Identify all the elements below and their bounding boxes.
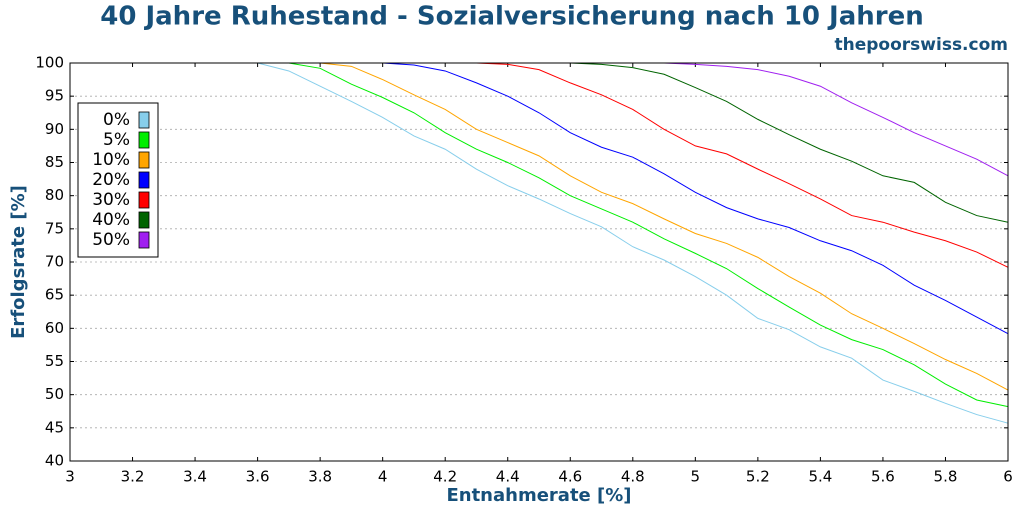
y-tick-label: 45 (45, 418, 64, 436)
y-tick-label: 100 (35, 54, 64, 72)
y-tick-label: 85 (45, 153, 64, 171)
legend-swatch (138, 111, 150, 129)
legend-label: 50% (92, 230, 130, 250)
x-tick-label: 4 (378, 468, 388, 486)
series-line (70, 62, 1009, 424)
legend-label: 30% (92, 190, 130, 210)
legend-label: 20% (92, 170, 130, 190)
x-tick-label: 5.8 (934, 468, 958, 486)
x-tick-label: 4.8 (621, 468, 645, 486)
y-axis-label: Erfolgsrate [%] (8, 185, 29, 339)
legend-swatch (138, 231, 150, 249)
y-tick-label: 75 (45, 219, 64, 237)
y-tick-label: 90 (45, 120, 64, 138)
series-line (70, 62, 1009, 335)
series-line (70, 62, 1009, 391)
legend-label: 10% (92, 150, 130, 170)
x-tick-label: 4.2 (433, 468, 457, 486)
x-tick-label: 6 (1003, 468, 1013, 486)
x-tick-label: 3.6 (246, 468, 270, 486)
y-tick-label: 55 (45, 352, 64, 370)
y-tick-label: 50 (45, 385, 64, 403)
x-tick-label: 4.6 (558, 468, 582, 486)
x-axis-label: Entnahmerate [%] (446, 485, 631, 506)
y-tick-label: 95 (45, 87, 64, 105)
legend-label: 0% (103, 110, 130, 130)
legend-swatch (138, 171, 150, 189)
legend-label: 5% (103, 130, 130, 150)
y-tick-label: 70 (45, 253, 64, 271)
chart-subtitle: thepoorswiss.com (835, 35, 1009, 55)
legend-swatch (138, 211, 150, 229)
x-tick-label: 4.4 (496, 468, 520, 486)
series-line (70, 62, 1009, 268)
legend-swatch (138, 131, 150, 149)
series-line (70, 62, 1009, 223)
plot-frame (69, 62, 1009, 462)
x-tick-label: 3.2 (121, 468, 145, 486)
y-tick-label: 60 (45, 319, 64, 337)
y-tick-label: 80 (45, 186, 64, 204)
x-tick-label: 3 (65, 468, 75, 486)
y-tick-label: 65 (45, 286, 64, 304)
legend-label: 40% (92, 210, 130, 230)
x-tick-label: 5.6 (871, 468, 895, 486)
x-tick-label: 3.4 (183, 468, 207, 486)
x-tick-label: 5 (691, 468, 701, 486)
series-line (70, 62, 1009, 177)
x-tick-label: 5.2 (746, 468, 770, 486)
legend-swatch (138, 151, 150, 169)
y-tick-label: 40 (45, 452, 64, 470)
x-tick-label: 3.8 (308, 468, 332, 486)
legend-swatch (138, 191, 150, 209)
series-line (70, 62, 1009, 408)
chart-title: 40 Jahre Ruhestand - Sozialversicherung … (100, 2, 924, 32)
x-tick-label: 5.4 (808, 468, 832, 486)
